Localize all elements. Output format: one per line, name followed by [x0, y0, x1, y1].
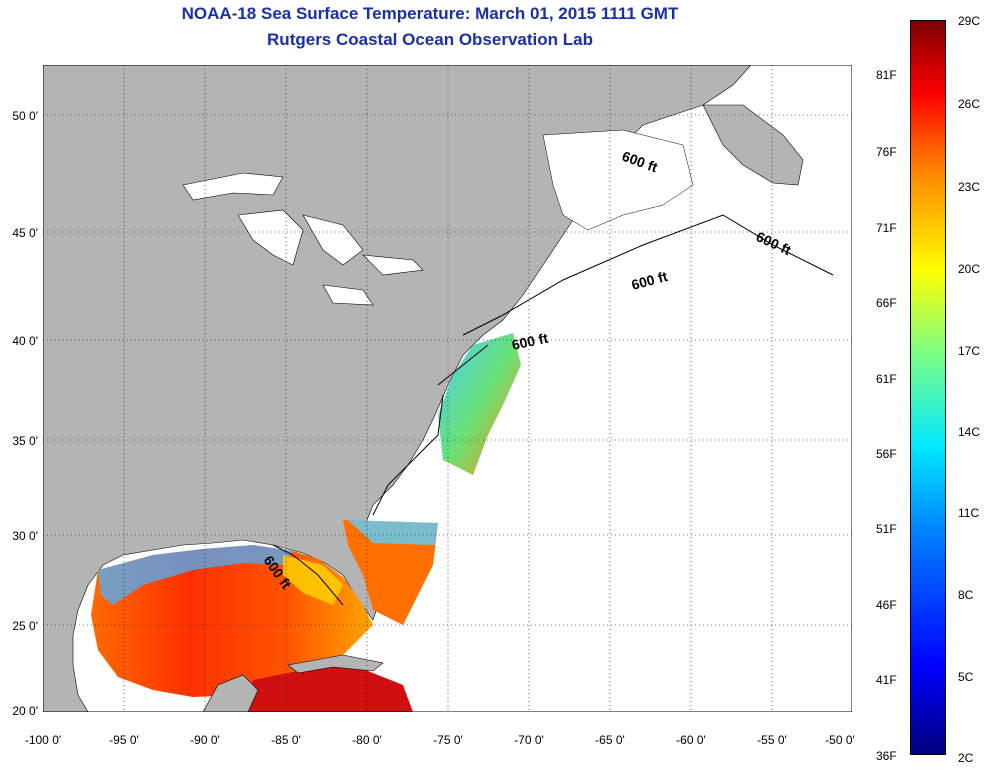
- lon-label--75: -75 0': [433, 733, 463, 747]
- colorbar-f-76: 76F: [876, 145, 897, 159]
- lon-label--70: -70 0': [514, 733, 544, 747]
- land-yucatan: [202, 674, 259, 712]
- sst-southeast: [343, 520, 438, 625]
- colorbar-f-56: 56F: [876, 447, 897, 461]
- map-title: NOAA-18 Sea Surface Temperature: March 0…: [181, 4, 679, 23]
- colorbar-f-51: 51F: [876, 522, 897, 536]
- lon-label--55: -55 0': [757, 733, 787, 747]
- colorbar-f-61: 61F: [876, 372, 897, 386]
- colorbar-c-29: 29C: [958, 14, 981, 28]
- lat-label-30: 30 0': [12, 529, 38, 543]
- lat-label-20: 20 0': [12, 704, 38, 718]
- contour-label-4: 600 ft: [510, 330, 549, 353]
- colorbar-f-46: 46F: [876, 598, 897, 612]
- colorbar-f-36: 36F: [876, 749, 897, 763]
- lon-label--90: -90 0': [190, 733, 220, 747]
- gulf-of-st-lawrence: [542, 129, 694, 231]
- great-lakes: [182, 172, 424, 306]
- graticule: [43, 65, 852, 712]
- sst-southeast-cool: [348, 520, 438, 545]
- sst-gulf-cool-edge: [98, 545, 293, 605]
- colorbar-c-14: 14C: [958, 425, 981, 439]
- lat-label-40: 40 0': [12, 334, 38, 348]
- lon-label--60: -60 0': [676, 733, 706, 747]
- sst-map[interactable]: 600 ft 600 ft 600 ft 600 ft 600 ft: [43, 65, 852, 712]
- temperature-colorbar: [910, 20, 946, 755]
- lat-label-50: 50 0': [12, 109, 38, 123]
- colorbar-c-23: 23C: [958, 180, 981, 194]
- colorbar-c-26: 26C: [958, 97, 981, 111]
- land-newfoundland: [702, 104, 804, 186]
- colorbar-c-2: 2C: [958, 751, 974, 765]
- lat-label-35: 35 0': [12, 434, 38, 448]
- land-cuba: [287, 654, 384, 674]
- lon-label--65: -65 0': [595, 733, 625, 747]
- colorbar-c-17: 17C: [958, 344, 981, 358]
- sst-gulf-yellow: [283, 555, 343, 605]
- contour-600ft: [272, 214, 834, 606]
- colorbar-f-81: 81F: [876, 68, 897, 82]
- colorbar-c-5: 5C: [958, 670, 974, 684]
- lat-label-25: 25 0': [12, 619, 38, 633]
- lon-label--95: -95 0': [109, 733, 139, 747]
- map-subtitle: Rutgers Coastal Ocean Observation Lab: [267, 30, 593, 49]
- colorbar-c-8: 8C: [958, 588, 974, 602]
- lat-label-45: 45 0': [12, 226, 38, 240]
- lon-label--50: -50 0': [825, 733, 855, 747]
- colorbar-f-71: 71F: [876, 221, 897, 235]
- lon-label--80: -80 0': [352, 733, 382, 747]
- sst-caribbean: [243, 665, 413, 712]
- lon-label--85: -85 0': [271, 733, 301, 747]
- lon-label--100: -100 0': [24, 733, 62, 747]
- colorbar-f-66: 66F: [876, 296, 897, 310]
- colorbar-c-11: 11C: [958, 506, 980, 520]
- colorbar-f-41: 41F: [876, 673, 897, 687]
- colorbar-c-20: 20C: [958, 262, 981, 276]
